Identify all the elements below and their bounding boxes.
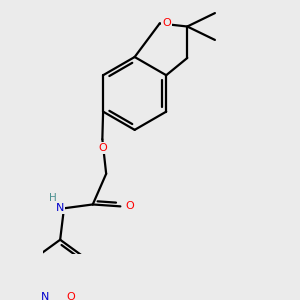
Text: O: O: [126, 201, 134, 212]
Text: N: N: [56, 203, 64, 213]
Text: N: N: [40, 292, 49, 300]
Text: O: O: [66, 292, 75, 300]
Text: H: H: [50, 193, 57, 202]
Text: O: O: [162, 18, 171, 28]
Text: O: O: [99, 143, 107, 153]
